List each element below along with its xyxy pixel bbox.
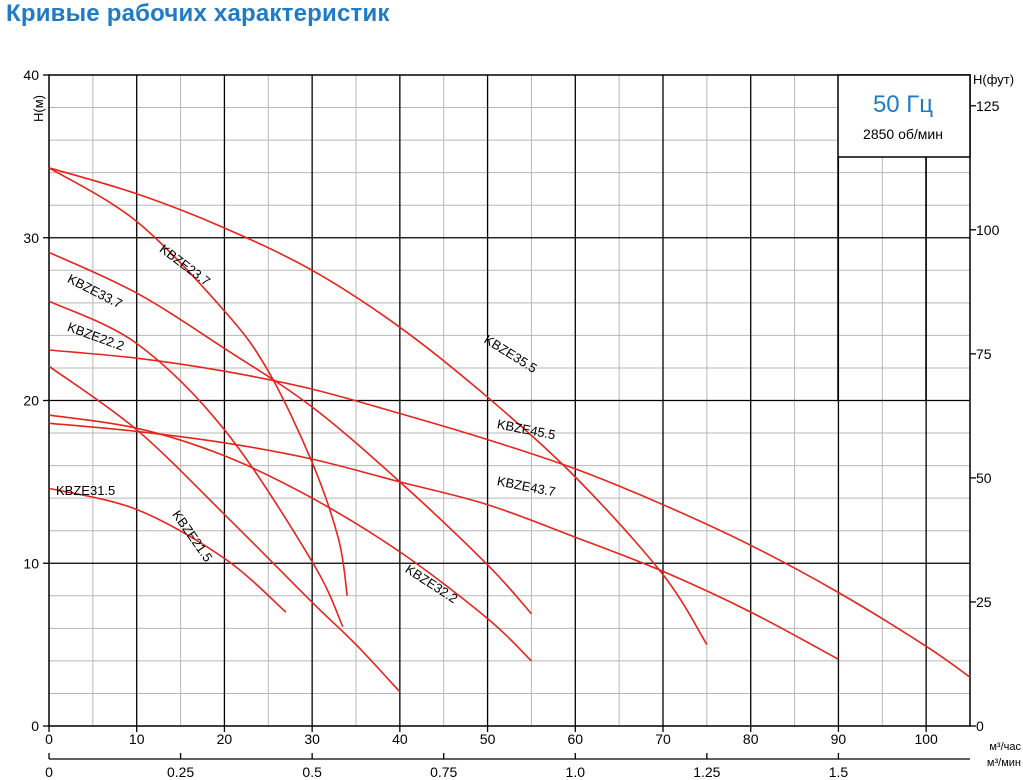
secondary-tick-label: 1.5 xyxy=(829,764,849,780)
left-tick-label: 0 xyxy=(31,718,39,734)
curve-label-kbze33-7: KBZE33.7 xyxy=(65,271,125,311)
curve-label-kbze43-7: KBZE43.7 xyxy=(496,473,557,499)
curve-kbze23-7 xyxy=(48,167,348,596)
x-axis-secondary-title: м³/мин xyxy=(987,757,1021,769)
right-axis-title: H(фут) xyxy=(973,72,1014,87)
page-title: Кривые рабочих характеристик xyxy=(6,0,390,27)
tick-labels: 0 10 20 30 40 0 25 50 75 100 125 0 10 20 30 40 50 60 70 80 9… xyxy=(23,67,1021,780)
left-tick-label: 40 xyxy=(23,67,39,83)
curve-kbze31-5 xyxy=(48,487,287,613)
bottom-tick-label: 60 xyxy=(567,731,583,747)
right-tick-label: 25 xyxy=(976,594,992,610)
curve-label-kbze23-7: KBZE23.7 xyxy=(157,241,213,289)
info-box-frame xyxy=(837,74,971,158)
bottom-tick-label: 10 xyxy=(129,731,145,747)
right-tick-label: 100 xyxy=(976,222,1000,238)
bottom-tick-label: 20 xyxy=(217,731,233,747)
curve-kbze43-7 xyxy=(48,422,839,661)
bottom-tick-label: 80 xyxy=(743,731,759,747)
speed-label: 2850 об/мин xyxy=(863,126,943,142)
secondary-tick-label: 0 xyxy=(45,764,53,780)
bottom-tick-label: 0 xyxy=(45,731,53,747)
bottom-tick-label: 90 xyxy=(831,731,847,747)
major-grid xyxy=(49,75,970,726)
curve-label-kbze45-5: KBZE45.5 xyxy=(496,416,557,442)
secondary-tick-label: 0.25 xyxy=(167,764,194,780)
bottom-tick-label: 70 xyxy=(655,731,671,747)
left-tick-label: 30 xyxy=(23,230,39,246)
x-axis-title: м³/час xyxy=(989,741,1021,753)
right-tick-label: 75 xyxy=(976,346,992,362)
secondary-tick-label: 0.75 xyxy=(430,764,457,780)
curve-kbze35-5 xyxy=(48,167,708,646)
curve-kbze32-2 xyxy=(48,414,532,662)
curve-kbze45-5 xyxy=(48,349,971,678)
bottom-tick-label: 100 xyxy=(914,731,938,747)
curve-kbze21-5 xyxy=(48,365,401,693)
left-tick-label: 20 xyxy=(23,393,39,409)
curve-label-kbze21-5: KBZE21.5 xyxy=(169,508,215,565)
secondary-tick-label: 1.25 xyxy=(693,764,720,780)
left-axis-title: H(м) xyxy=(31,95,46,122)
secondary-tick-label: 0.5 xyxy=(302,764,322,780)
curve-label-kbze32-2: KBZE32.2 xyxy=(403,561,461,606)
right-tick-label: 50 xyxy=(976,470,992,486)
curves xyxy=(48,167,971,693)
bottom-tick-label: 30 xyxy=(304,731,320,747)
secondary-tick-label: 1.0 xyxy=(566,764,586,780)
curve-kbze33-7 xyxy=(48,251,532,615)
curve-kbze22-2 xyxy=(48,300,344,628)
frequency-label: 50 Гц xyxy=(873,91,933,118)
axes xyxy=(43,74,976,760)
right-tick-label: 125 xyxy=(976,98,1000,114)
bottom-tick-label: 50 xyxy=(480,731,496,747)
right-tick-label: 0 xyxy=(976,718,984,734)
curve-label-kbze31-5: KBZE31.5 xyxy=(56,483,115,498)
left-tick-label: 10 xyxy=(23,555,39,571)
info-box: 50 Гц 2850 об/мин xyxy=(837,74,971,400)
curve-label-kbze22-2: KBZE22.2 xyxy=(66,319,127,353)
bottom-tick-label: 40 xyxy=(392,731,408,747)
